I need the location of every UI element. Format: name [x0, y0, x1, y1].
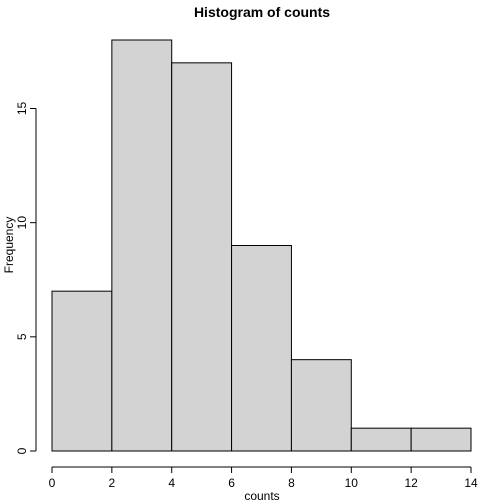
histogram-bar-4 — [290, 359, 352, 452]
histogram-bar-3 — [231, 245, 292, 452]
y-axis: 0 5 10 15 — [15, 102, 37, 454]
x-axis: 0 2 4 6 8 10 12 14 — [49, 466, 478, 490]
histogram-bar-5 — [350, 427, 412, 452]
x-tick-label-0: 0 — [49, 476, 56, 490]
x-tick-label-6: 12 — [404, 476, 418, 490]
x-tick-label-1: 2 — [109, 476, 116, 490]
histogram-bar-2 — [171, 62, 233, 452]
x-axis-label: counts — [244, 489, 279, 503]
chart-title: Histogram of counts — [194, 4, 330, 20]
histogram-bar-6 — [410, 427, 472, 452]
x-tick-label-7: 14 — [464, 476, 478, 490]
x-tick-label-3: 6 — [228, 476, 235, 490]
x-tick-label-4: 8 — [288, 476, 295, 490]
histogram-bar-1 — [111, 39, 173, 452]
bars-group — [51, 39, 472, 452]
x-tick-label-5: 10 — [345, 476, 359, 490]
y-tick-label-3: 15 — [15, 102, 29, 116]
histogram-bar-0 — [51, 290, 113, 452]
y-tick-label-0: 0 — [15, 447, 29, 454]
x-tick-label-2: 4 — [168, 476, 175, 490]
y-tick-label-2: 10 — [15, 216, 29, 230]
y-axis-label: Frequency — [2, 217, 16, 274]
y-tick-label-1: 5 — [15, 333, 29, 340]
